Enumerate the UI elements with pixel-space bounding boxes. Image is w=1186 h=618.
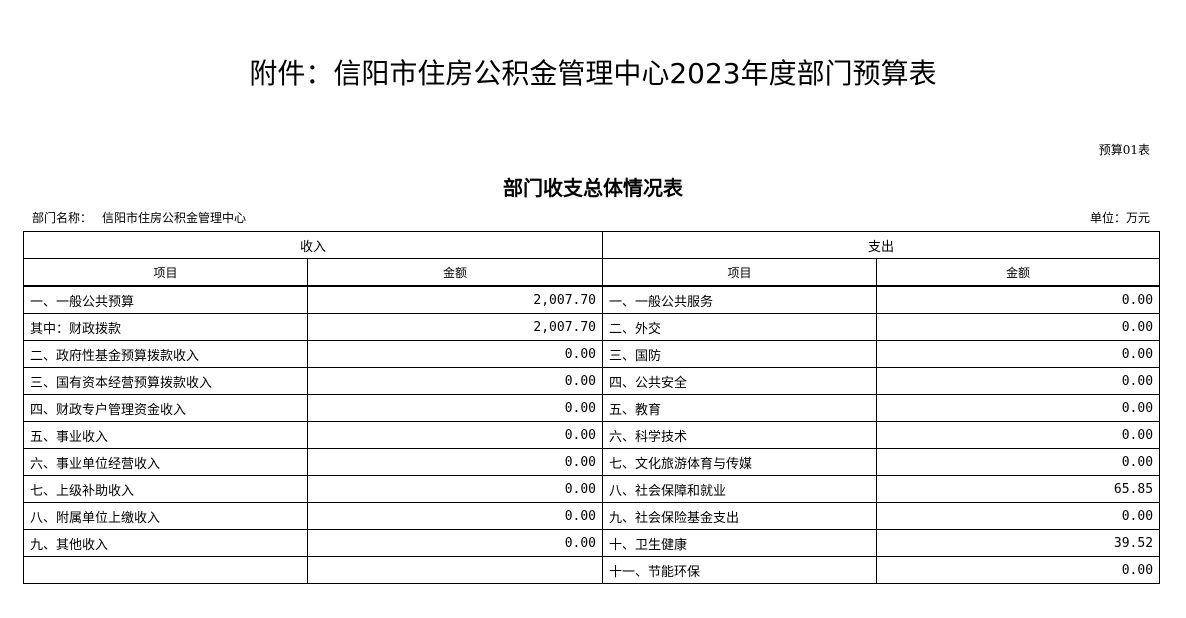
- expense-item: 一、一般公共服务: [602, 285, 878, 314]
- expense-amount: 39.52: [876, 529, 1161, 557]
- income-amount: 0.00: [306, 502, 604, 530]
- table-row: 六、事业单位经营收入 0.00 七、文化旅游体育与传媒 0.00: [23, 448, 1161, 476]
- expense-amount-header: 金额: [876, 258, 1161, 287]
- income-amount: 0.00: [306, 529, 604, 557]
- expense-item: 三、国防: [602, 340, 878, 368]
- department-label: 部门名称：: [32, 211, 93, 225]
- expense-item: 六、科学技术: [602, 421, 878, 449]
- income-item: 二、政府性基金预算拨款收入: [23, 340, 308, 368]
- income-item: 六、事业单位经营收入: [23, 448, 308, 476]
- income-amount: 0.00: [306, 340, 604, 368]
- income-amount: [306, 556, 604, 584]
- income-amount: 0.00: [306, 475, 604, 503]
- income-item: [23, 556, 308, 584]
- income-item: 一、一般公共预算: [23, 285, 308, 314]
- form-number: 预算01表: [1098, 143, 1150, 157]
- income-amount: 0.00: [306, 448, 604, 476]
- table-row: 三、国有资本经营预算拨款收入 0.00 四、公共安全 0.00: [23, 367, 1161, 395]
- page-title: 附件：信阳市住房公积金管理中心2023年度部门预算表: [249, 57, 937, 90]
- table-row: 八、附属单位上缴收入 0.00 九、社会保险基金支出 0.00: [23, 502, 1161, 530]
- income-item: 八、附属单位上缴收入: [23, 502, 308, 530]
- expense-amount: 0.00: [876, 340, 1161, 368]
- table-row: 七、上级补助收入 0.00 八、社会保障和就业 65.85: [23, 475, 1161, 503]
- expense-header: 支出: [602, 231, 1161, 259]
- income-item: 其中：财政拨款: [23, 313, 308, 341]
- income-item: 三、国有资本经营预算拨款收入: [23, 367, 308, 395]
- expense-item: 八、社会保障和就业: [602, 475, 878, 503]
- expense-item: 七、文化旅游体育与传媒: [602, 448, 878, 476]
- expense-item: 九、社会保险基金支出: [602, 502, 878, 530]
- expense-item: 五、教育: [602, 394, 878, 422]
- expense-amount: 0.00: [876, 448, 1161, 476]
- table-row: 二、政府性基金预算拨款收入 0.00 三、国防 0.00: [23, 340, 1161, 368]
- income-item: 九、其他收入: [23, 529, 308, 557]
- table-row: 十一、节能环保 0.00: [23, 556, 1161, 584]
- income-item-header: 项目: [23, 258, 308, 287]
- expense-item: 十一、节能环保: [602, 556, 878, 584]
- expense-amount: 0.00: [876, 313, 1161, 341]
- table-row: 四、财政专户管理资金收入 0.00 五、教育 0.00: [23, 394, 1161, 422]
- expense-amount: 65.85: [876, 475, 1161, 503]
- income-item: 五、事业收入: [23, 421, 308, 449]
- table-title: 部门收支总体情况表: [503, 176, 683, 200]
- income-item: 七、上级补助收入: [23, 475, 308, 503]
- expense-amount: 0.00: [876, 394, 1161, 422]
- income-amount: 2,007.70: [306, 285, 604, 314]
- income-amount: 0.00: [306, 421, 604, 449]
- expense-amount: 0.00: [876, 421, 1161, 449]
- expense-item-header: 项目: [602, 258, 878, 287]
- expense-amount: 0.00: [876, 502, 1161, 530]
- table-row: 其中：财政拨款 2,007.70 二、外交 0.00: [23, 313, 1161, 341]
- department-name: 信阳市住房公积金管理中心: [102, 211, 247, 225]
- expense-amount: 0.00: [876, 556, 1161, 584]
- unit-label: 单位：万元: [1089, 211, 1150, 225]
- expense-item: 二、外交: [602, 313, 878, 341]
- income-header: 收入: [22, 231, 604, 259]
- income-amount: 0.00: [306, 367, 604, 395]
- table-row: 五、事业收入 0.00 六、科学技术 0.00: [23, 421, 1161, 449]
- expense-item: 十、卫生健康: [602, 529, 878, 557]
- income-amount: 2,007.70: [306, 313, 604, 341]
- income-amount-header: 金额: [306, 258, 604, 287]
- expense-item: 四、公共安全: [602, 367, 878, 395]
- income-item: 四、财政专户管理资金收入: [23, 394, 308, 422]
- budget-table: 收入 支出 项目 金额 项目 金额 一、一般公共预算 2,007.70 一、一般公共…: [22, 231, 1161, 584]
- income-amount: 0.00: [306, 394, 604, 422]
- expense-amount: 0.00: [876, 285, 1161, 314]
- table-row: 一、一般公共预算 2,007.70 一、一般公共服务 0.00: [23, 285, 1161, 314]
- expense-amount: 0.00: [876, 367, 1161, 395]
- table-row: 九、其他收入 0.00 十、卫生健康 39.52: [23, 529, 1161, 557]
- department-info: 部门名称： 信阳市住房公积金管理中心: [32, 209, 256, 226]
